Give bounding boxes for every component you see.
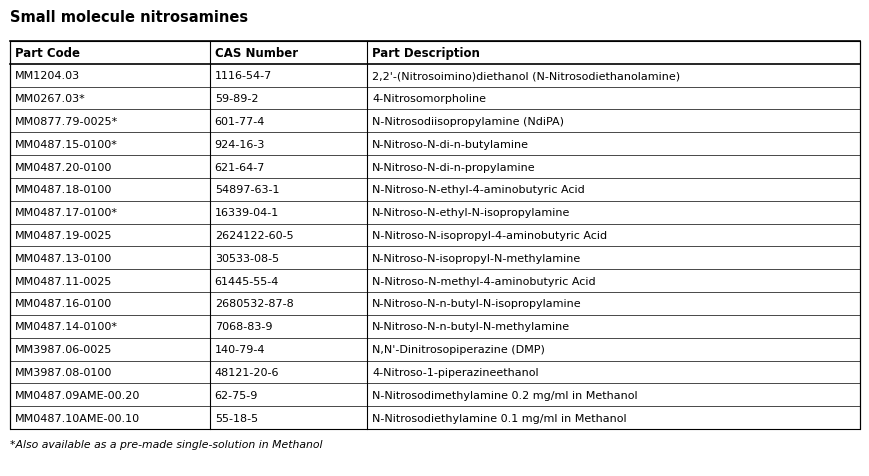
Text: Part Code: Part Code bbox=[15, 47, 80, 60]
Text: N-Nitroso-N-n-butyl-N-isopropylamine: N-Nitroso-N-n-butyl-N-isopropylamine bbox=[372, 299, 581, 309]
Text: N-Nitroso-N-methyl-4-aminobutyric Acid: N-Nitroso-N-methyl-4-aminobutyric Acid bbox=[372, 276, 595, 286]
Text: 61445-55-4: 61445-55-4 bbox=[215, 276, 279, 286]
Text: N-Nitrosodimethylamine 0.2 mg/ml in Methanol: N-Nitrosodimethylamine 0.2 mg/ml in Meth… bbox=[372, 390, 637, 400]
Text: N-Nitroso-N-n-butyl-N-methylamine: N-Nitroso-N-n-butyl-N-methylamine bbox=[372, 322, 569, 332]
Text: MM0487.19-0025: MM0487.19-0025 bbox=[15, 230, 112, 240]
Text: MM3987.08-0100: MM3987.08-0100 bbox=[15, 367, 112, 377]
Text: MM0487.15-0100*: MM0487.15-0100* bbox=[15, 139, 117, 149]
Text: N,N'-Dinitrosopiperazine (DMP): N,N'-Dinitrosopiperazine (DMP) bbox=[372, 345, 544, 354]
Text: 16339-04-1: 16339-04-1 bbox=[215, 208, 279, 218]
Text: 2624122-60-5: 2624122-60-5 bbox=[215, 230, 293, 240]
Text: 62-75-9: 62-75-9 bbox=[215, 390, 258, 400]
Text: N-Nitroso-N-ethyl-4-aminobutyric Acid: N-Nitroso-N-ethyl-4-aminobutyric Acid bbox=[372, 185, 584, 195]
Text: MM0877.79-0025*: MM0877.79-0025* bbox=[15, 117, 118, 127]
Text: N-Nitroso-N-isopropyl-N-methylamine: N-Nitroso-N-isopropyl-N-methylamine bbox=[372, 253, 580, 263]
Text: MM0487.18-0100: MM0487.18-0100 bbox=[15, 185, 112, 195]
Text: CAS Number: CAS Number bbox=[215, 47, 297, 60]
Bar bbox=[10, 42, 859, 429]
Text: 4-Nitrosomorpholine: 4-Nitrosomorpholine bbox=[372, 94, 486, 104]
Text: 924-16-3: 924-16-3 bbox=[215, 139, 265, 149]
Text: MM0487.10AME-00.10: MM0487.10AME-00.10 bbox=[15, 413, 140, 423]
Text: MM0487.17-0100*: MM0487.17-0100* bbox=[15, 208, 118, 218]
Text: 54897-63-1: 54897-63-1 bbox=[215, 185, 279, 195]
Text: MM0487.11-0025: MM0487.11-0025 bbox=[15, 276, 112, 286]
Text: N-Nitroso-N-ethyl-N-isopropylamine: N-Nitroso-N-ethyl-N-isopropylamine bbox=[372, 208, 570, 218]
Text: Part Description: Part Description bbox=[372, 47, 480, 60]
Text: 7068-83-9: 7068-83-9 bbox=[215, 322, 272, 332]
Text: MM0487.14-0100*: MM0487.14-0100* bbox=[15, 322, 118, 332]
Text: MM0487.20-0100: MM0487.20-0100 bbox=[15, 162, 112, 172]
Text: *Also available as a pre-made single-solution in Methanol: *Also available as a pre-made single-sol… bbox=[10, 439, 322, 449]
Text: 2680532-87-8: 2680532-87-8 bbox=[215, 299, 293, 309]
Text: MM0487.16-0100: MM0487.16-0100 bbox=[15, 299, 112, 309]
Text: 1116-54-7: 1116-54-7 bbox=[215, 71, 272, 81]
Text: MM0267.03*: MM0267.03* bbox=[15, 94, 86, 104]
Text: 2,2'-(Nitrosoimino)diethanol (N-Nitrosodiethanolamine): 2,2'-(Nitrosoimino)diethanol (N-Nitrosod… bbox=[372, 71, 680, 81]
Text: 140-79-4: 140-79-4 bbox=[215, 345, 265, 354]
Text: N-Nitrosodiisopropylamine (NdiPA): N-Nitrosodiisopropylamine (NdiPA) bbox=[372, 117, 563, 127]
Text: 30533-08-5: 30533-08-5 bbox=[215, 253, 279, 263]
Text: MM0487.09AME-00.20: MM0487.09AME-00.20 bbox=[15, 390, 140, 400]
Text: MM1204.03: MM1204.03 bbox=[15, 71, 80, 81]
Text: 48121-20-6: 48121-20-6 bbox=[215, 367, 279, 377]
Text: 59-89-2: 59-89-2 bbox=[215, 94, 258, 104]
Text: 621-64-7: 621-64-7 bbox=[215, 162, 265, 172]
Text: 55-18-5: 55-18-5 bbox=[215, 413, 257, 423]
Text: N-Nitroso-N-di-n-propylamine: N-Nitroso-N-di-n-propylamine bbox=[372, 162, 535, 172]
Text: MM0487.13-0100: MM0487.13-0100 bbox=[15, 253, 112, 263]
Text: 601-77-4: 601-77-4 bbox=[215, 117, 265, 127]
Text: N-Nitroso-N-di-n-butylamine: N-Nitroso-N-di-n-butylamine bbox=[372, 139, 528, 149]
Text: Small molecule nitrosamines: Small molecule nitrosamines bbox=[10, 10, 248, 25]
Text: 4-Nitroso-1-piperazineethanol: 4-Nitroso-1-piperazineethanol bbox=[372, 367, 538, 377]
Text: N-Nitrosodiethylamine 0.1 mg/ml in Methanol: N-Nitrosodiethylamine 0.1 mg/ml in Metha… bbox=[372, 413, 626, 423]
Text: MM3987.06-0025: MM3987.06-0025 bbox=[15, 345, 112, 354]
Text: N-Nitroso-N-isopropyl-4-aminobutyric Acid: N-Nitroso-N-isopropyl-4-aminobutyric Aci… bbox=[372, 230, 607, 240]
